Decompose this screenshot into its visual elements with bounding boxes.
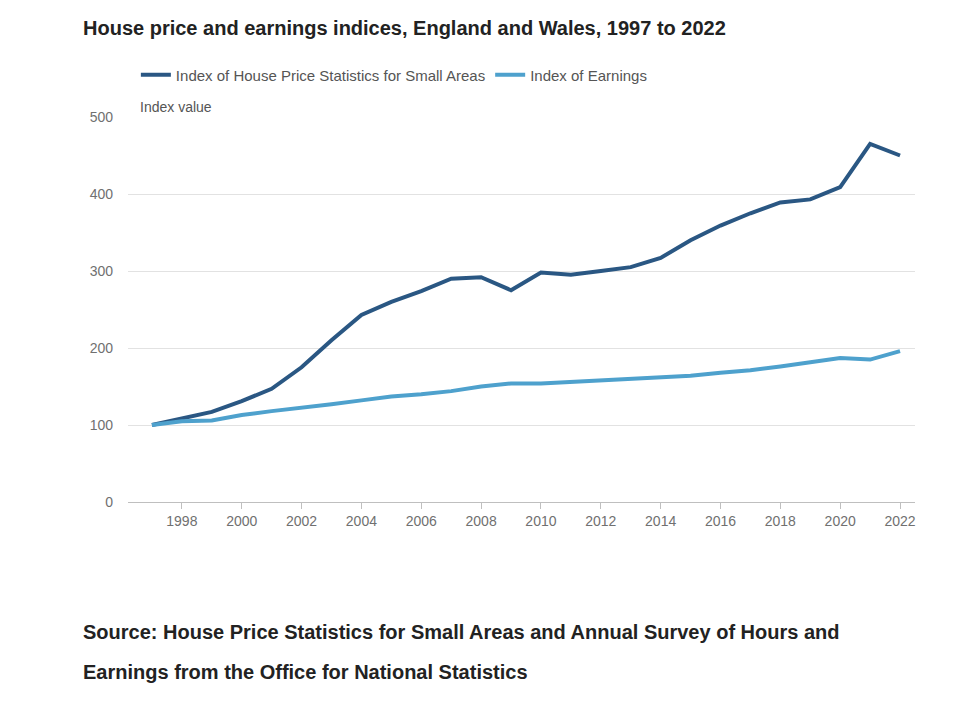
svg-text:2014: 2014 [645, 513, 676, 529]
svg-text:2006: 2006 [406, 513, 437, 529]
svg-text:500: 500 [90, 109, 114, 125]
svg-text:1998: 1998 [166, 513, 197, 529]
svg-text:Index of House Price Statistic: Index of House Price Statistics for Smal… [176, 67, 485, 84]
svg-text:2000: 2000 [226, 513, 257, 529]
svg-text:200: 200 [90, 340, 114, 356]
svg-text:0: 0 [105, 494, 113, 510]
html-text:Source: House Price Statistics: Source: House Price Statistics for Small… [83, 621, 840, 683]
svg-text:100: 100 [90, 417, 114, 433]
svg-text:Index of Earnings: Index of Earnings [530, 67, 647, 84]
svg-text:Index value: Index value [140, 99, 212, 115]
svg-text:House price and earnings indic: House price and earnings indices, Englan… [83, 17, 726, 39]
svg-text:300: 300 [90, 263, 114, 279]
svg-text:2018: 2018 [765, 513, 796, 529]
svg-text:2004: 2004 [346, 513, 377, 529]
svg-text:2020: 2020 [825, 513, 856, 529]
svg-text:400: 400 [90, 186, 114, 202]
svg-text:2010: 2010 [525, 513, 556, 529]
svg-text:2008: 2008 [466, 513, 497, 529]
svg-text:2022: 2022 [884, 513, 915, 529]
svg-text:2012: 2012 [585, 513, 616, 529]
svg-text:2002: 2002 [286, 513, 317, 529]
svg-text:2016: 2016 [705, 513, 736, 529]
